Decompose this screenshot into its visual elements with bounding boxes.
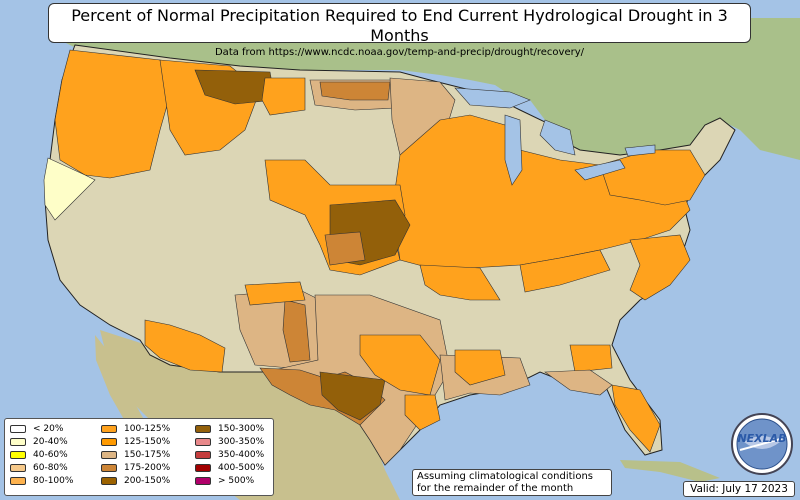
legend-item: > 500%: [195, 474, 264, 487]
region-texas-orange: [359, 334, 441, 396]
legend-label: 60-80%: [33, 462, 68, 473]
region-tennessee: [519, 249, 611, 293]
legend-label: < 20%: [33, 423, 64, 434]
legend-item: 80-100%: [10, 474, 73, 487]
legend-label: 350-400%: [218, 449, 265, 460]
legend-swatch: [10, 476, 26, 485]
note-line-2: for the remainder of the month: [417, 483, 574, 494]
legend-item: < 20%: [10, 422, 73, 435]
region-texas-gulf: [404, 394, 441, 431]
legend-swatch: [195, 450, 211, 459]
legend-item: 200-150%: [101, 474, 170, 487]
legend-item: 400-500%: [195, 461, 264, 474]
valid-date: Valid: July 17 2023: [683, 481, 795, 497]
nexlab-logo: NEXLAB: [730, 412, 794, 476]
legend-swatch: [101, 476, 117, 485]
legend-swatch: [10, 424, 26, 433]
legend-item: 20-40%: [10, 435, 73, 448]
legend-label: 400-500%: [218, 462, 265, 473]
legend-item: 60-80%: [10, 461, 73, 474]
legend-label: 20-40%: [33, 436, 68, 447]
region-northeast: [599, 149, 706, 206]
lake-huron: [539, 119, 576, 156]
legend-item: 300-350%: [195, 435, 264, 448]
lake-erie: [574, 159, 626, 181]
title-box: Percent of Normal Precipitation Required…: [48, 3, 751, 58]
globe-icon: [731, 413, 793, 475]
lake-superior: [454, 87, 531, 109]
legend-swatch: [10, 450, 26, 459]
mexico-land: [100, 330, 400, 500]
legend-item: 150-300%: [195, 422, 264, 435]
region-missouri: [419, 264, 501, 301]
legend-item: 150-175%: [101, 448, 170, 461]
legend-item: 40-60%: [10, 448, 73, 461]
legend-label: 175-200%: [124, 462, 171, 473]
legend-label: 80-100%: [33, 475, 74, 486]
region-florida-tan: [544, 369, 613, 396]
legend-swatch: [195, 463, 211, 472]
legend-swatch: [10, 463, 26, 472]
legend-swatch: [101, 424, 117, 433]
legend-swatch: [195, 437, 211, 446]
cuba-land: [620, 460, 720, 482]
region-california-coast: [43, 157, 96, 221]
legend: < 20% 20-40% 40-60% 60-80% 80-100% 100-1…: [4, 418, 274, 496]
legend-label: 100-125%: [124, 423, 171, 434]
map-subtitle: Data from https://www.ncdc.noaa.gov/temp…: [214, 47, 585, 58]
lake-michigan: [504, 114, 523, 186]
legend-swatch: [195, 476, 211, 485]
legend-label: > 500%: [218, 475, 255, 486]
legend-column-2: 100-125% 125-150% 150-175% 175-200% 200-…: [101, 422, 170, 487]
note-line-1: Assuming climatological conditions: [417, 471, 593, 482]
legend-label: 200-150%: [124, 475, 171, 486]
region-nm-orange: [244, 281, 306, 306]
region-georgia-patch: [569, 344, 613, 373]
legend-label: 300-350%: [218, 436, 265, 447]
assumption-note: Assuming climatological conditions for t…: [412, 469, 612, 496]
legend-item: 350-400%: [195, 448, 264, 461]
legend-swatch: [195, 424, 211, 433]
region-gulf-coast-orange: [454, 349, 506, 386]
legend-column-3: 150-300% 300-350% 350-400% 400-500% > 50…: [195, 422, 264, 487]
legend-label: 150-175%: [124, 449, 171, 460]
legend-label: 150-300%: [218, 423, 265, 434]
lake-ontario: [624, 144, 656, 157]
logo-label: NEXLAB: [737, 432, 787, 445]
legend-swatch: [101, 463, 117, 472]
legend-swatch: [101, 437, 117, 446]
map-title: Percent of Normal Precipitation Required…: [71, 6, 728, 45]
legend-column-1: < 20% 20-40% 40-60% 60-80% 80-100%: [10, 422, 73, 487]
region-pnw: [54, 49, 171, 179]
region-florida: [611, 384, 661, 453]
region-kansas-tan: [324, 231, 366, 266]
region-carolinas: [629, 234, 691, 301]
legend-item: 100-125%: [101, 422, 170, 435]
region-montana-orange: [261, 77, 306, 116]
legend-swatch: [10, 437, 26, 446]
legend-item: 125-150%: [101, 435, 170, 448]
region-new-mexico-brown: [282, 299, 311, 363]
region-montana-brown: [194, 69, 276, 105]
legend-item: 175-200%: [101, 461, 170, 474]
legend-swatch: [101, 450, 117, 459]
canada-land: [60, 18, 800, 160]
legend-label: 125-150%: [124, 436, 171, 447]
legend-label: 40-60%: [33, 449, 68, 460]
region-north-dakota-brown: [319, 81, 391, 101]
region-arizona: [144, 319, 226, 373]
